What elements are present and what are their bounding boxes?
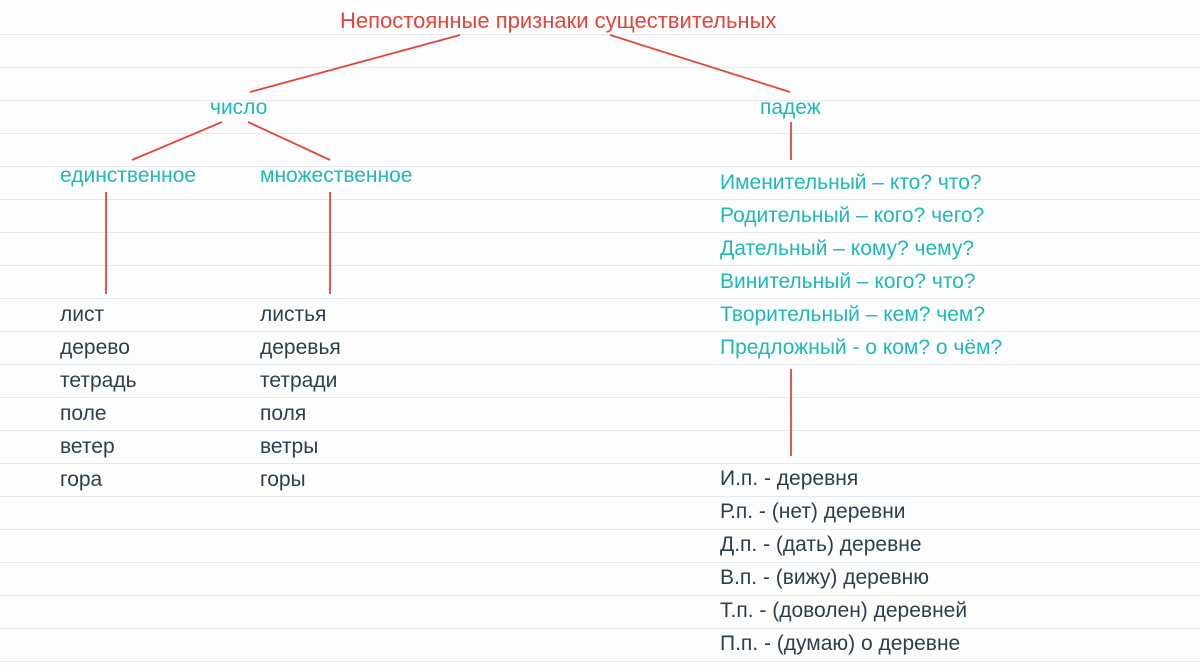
list-item: П.п. - (думаю) о деревне (720, 627, 967, 660)
case-examples-list: И.п. - деревня Р.п. - (нет) деревни Д.п.… (720, 462, 967, 660)
list-item: Родительный – кого? чего? (720, 199, 1002, 232)
diagram-title: Непостоянные признаки существительных (340, 8, 776, 34)
plural-list: листья деревья тетради поля ветры горы (260, 298, 341, 496)
list-item: Р.п. - (нет) деревни (720, 495, 967, 528)
list-item: Т.п. - (доволен) деревней (720, 594, 967, 627)
list-item: поле (60, 397, 137, 430)
list-item: В.п. - (вижу) деревню (720, 561, 967, 594)
list-item: листья (260, 298, 341, 331)
list-item: гора (60, 463, 137, 496)
connector-lines (0, 0, 1200, 666)
branch-case-label: падеж (760, 95, 821, 120)
list-item: Дательный – кому? чему? (720, 232, 1002, 265)
list-item: тетради (260, 364, 341, 397)
list-item: дерево (60, 331, 137, 364)
cases-list: Именительный – кто? что? Родительный – к… (720, 166, 1002, 364)
plural-label: множественное (260, 163, 412, 188)
list-item: ветер (60, 430, 137, 463)
list-item: тетрадь (60, 364, 137, 397)
list-item: Творительный – кем? чем? (720, 298, 1002, 331)
list-item: лист (60, 298, 137, 331)
singular-list: лист дерево тетрадь поле ветер гора (60, 298, 137, 496)
singular-label: единственное (60, 163, 196, 188)
list-item: Предложный - о ком? о чём? (720, 331, 1002, 364)
branch-number-label: число (210, 95, 267, 120)
list-item: Винительный – кого? что? (720, 265, 1002, 298)
list-item: Д.п. - (дать) деревне (720, 528, 967, 561)
list-item: Именительный – кто? что? (720, 166, 1002, 199)
list-item: И.п. - деревня (720, 462, 967, 495)
list-item: горы (260, 463, 341, 496)
list-item: ветры (260, 430, 341, 463)
list-item: деревья (260, 331, 341, 364)
list-item: поля (260, 397, 341, 430)
